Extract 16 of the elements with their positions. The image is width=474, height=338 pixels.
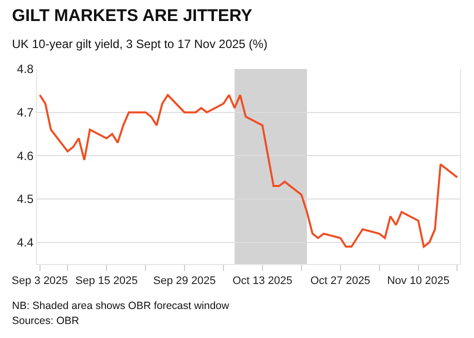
y-tick-label: 4.8	[16, 62, 34, 76]
x-tick-label: Nov 10 2025	[387, 275, 450, 288]
chart-subtitle: UK 10-year gilt yield, 3 Sept to 17 Nov 2025 (%)	[12, 37, 268, 51]
chart-title: GILT MARKETS ARE JITTERY	[12, 6, 253, 25]
y-tick-label: 4.4	[16, 236, 34, 250]
x-tick-label: Sep 15 2025	[75, 275, 138, 288]
y-tick-label: 4.5	[16, 192, 34, 206]
x-tick-label: Sep 29 2025	[153, 275, 216, 288]
x-tick-label: Sep 3 2025	[12, 275, 68, 288]
line-series	[38, 94, 458, 248]
x-tick-label: Oct 13 2025	[232, 275, 292, 288]
source-note: Sources: OBR	[12, 315, 80, 327]
x-tick-label: Oct 27 2025	[310, 275, 370, 288]
y-tick-label: 4.7	[16, 106, 34, 120]
text: NB: Shaded area shows OBR forecast window	[12, 300, 230, 312]
y-tick-label: 4.6	[16, 148, 34, 163]
